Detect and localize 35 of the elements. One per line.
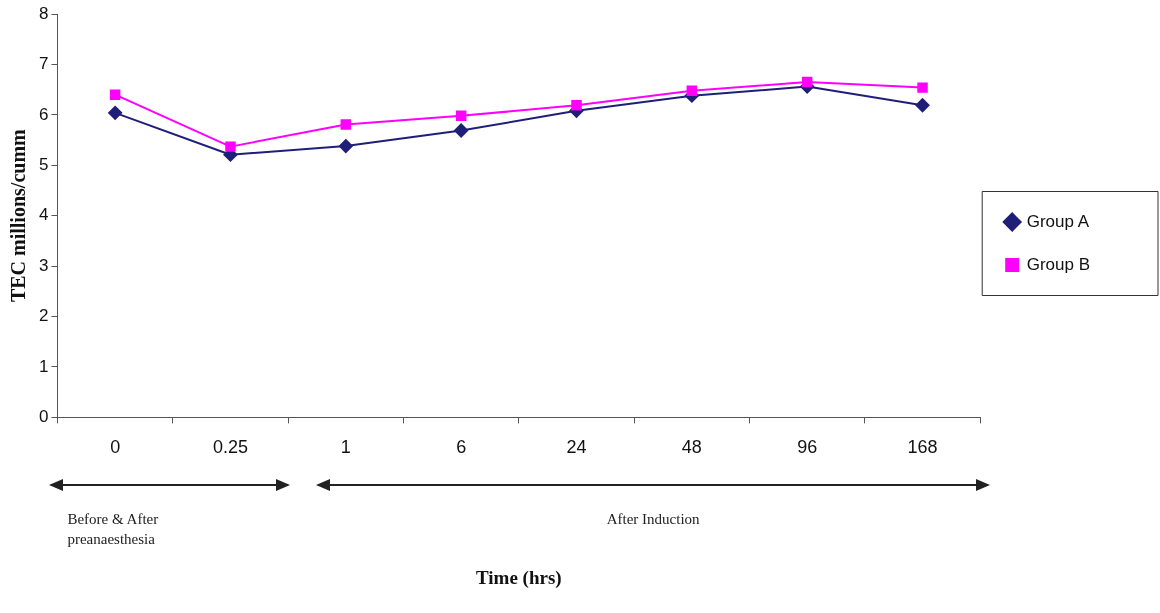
y-tick-label: 8 [38, 3, 49, 23]
point [455, 110, 467, 122]
x-tick-label: 168 [907, 437, 938, 458]
x-tick-label: 96 [797, 437, 818, 458]
point [108, 105, 123, 120]
x-tick-label: 48 [681, 437, 702, 458]
text: After Induction [605, 510, 701, 530]
y-axis-title: TEC millions/cumm [7, 128, 30, 303]
y-tick-label: 1 [38, 356, 49, 376]
y-tick-label: 5 [38, 154, 49, 174]
y-tick-label: 0 [38, 407, 49, 427]
point [109, 89, 121, 100]
y-tick-label: 6 [38, 104, 49, 124]
x-tick-label: 24 [566, 437, 587, 458]
point [225, 141, 236, 152]
x-tick-label: 6 [456, 437, 467, 458]
point [686, 85, 698, 96]
point [915, 98, 930, 113]
legend-label: Group A [1026, 211, 1090, 231]
text: Time (hrs) [474, 567, 563, 590]
point [917, 82, 928, 93]
y-tick-label: 4 [38, 205, 49, 225]
y-tick-label: 2 [38, 306, 49, 326]
point [801, 76, 813, 88]
x-tick-label: 0 [110, 437, 121, 458]
y-tick-label: 3 [38, 255, 49, 275]
x-tick-label: 1 [340, 437, 351, 458]
text: Before & After preanaesthesia [67, 510, 160, 550]
point [338, 139, 353, 154]
legend-label: Group B [1026, 254, 1090, 274]
x-tick-label: 0.25 [212, 437, 248, 458]
point [454, 123, 469, 138]
point [340, 119, 352, 130]
y-tick-label: 7 [38, 54, 49, 74]
point [571, 100, 582, 111]
